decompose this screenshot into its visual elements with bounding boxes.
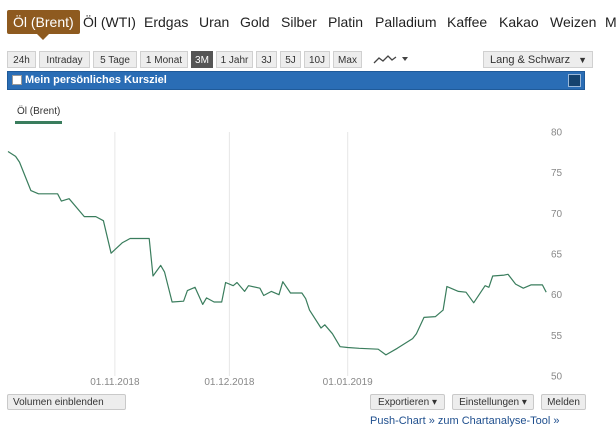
exchange-select[interactable]: Lang & Schwarz ▼ <box>483 51 593 68</box>
range-10j-button[interactable]: 10J <box>304 51 330 68</box>
export-button[interactable]: Exportieren ▾ <box>370 394 445 410</box>
y-tick-label: 60 <box>551 290 563 301</box>
y-tick-label: 70 <box>551 209 563 220</box>
range-24h-button[interactable]: 24h <box>7 51 36 68</box>
legend-line-swatch <box>15 121 62 124</box>
range-5-tage-button[interactable]: 5 Tage <box>93 51 137 68</box>
tab-kaffee[interactable]: Kaffee <box>447 14 488 30</box>
series-line-brent <box>7 150 547 356</box>
line-chart-icon <box>373 55 408 64</box>
tab-oel-wti[interactable]: Öl (WTI) <box>83 14 136 30</box>
price-target-title: Mein persönliches Kursziel <box>25 74 167 86</box>
legend-label: Öl (Brent) <box>17 106 61 117</box>
x-tick-label: 01.11.2018 <box>90 377 140 388</box>
x-tick-label: 01.01.2019 <box>323 377 373 388</box>
price-target-checkbox[interactable] <box>12 75 22 85</box>
tab-gold[interactable]: Gold <box>240 14 270 30</box>
tab-uran[interactable]: Uran <box>199 14 230 30</box>
range-1-monat-button[interactable]: 1 Monat <box>140 51 188 68</box>
settings-button[interactable]: Einstellungen ▾ <box>452 394 534 410</box>
chevron-down-icon: ▼ <box>578 55 587 65</box>
range-max-button[interactable]: Max <box>333 51 362 68</box>
y-tick-label: 75 <box>551 168 563 179</box>
x-tick-label: 01.12.2018 <box>204 377 254 388</box>
range-intraday-button[interactable]: Intraday <box>39 51 90 68</box>
range-1-jahr-button[interactable]: 1 Jahr <box>216 51 253 68</box>
tab-platin[interactable]: Platin <box>328 14 364 30</box>
y-tick-label: 80 <box>551 128 563 139</box>
chart-type-selector[interactable] <box>371 51 413 68</box>
range-5j-button[interactable]: 5J <box>280 51 301 68</box>
price-target-icon[interactable] <box>568 74 581 87</box>
tab-weizen[interactable]: Weizen <box>550 14 597 30</box>
tab-oel-brent[interactable]: Öl (Brent) <box>7 10 80 40</box>
range-3m-button[interactable]: 3M <box>191 51 213 68</box>
y-tick-label: 50 <box>551 372 563 383</box>
push-chart-link[interactable]: Push-Chart » zum Chartanalyse-Tool » <box>370 415 560 427</box>
range-3j-button[interactable]: 3J <box>256 51 277 68</box>
tab-more[interactable]: M <box>605 14 616 30</box>
tab-kakao[interactable]: Kakao <box>499 14 539 30</box>
tab-palladium[interactable]: Palladium <box>375 14 437 30</box>
volume-toggle-button[interactable]: Volumen einblenden <box>7 394 126 410</box>
y-tick-label: 65 <box>551 250 563 261</box>
price-chart: 50 55 60 65 70 75 80 01.11.2018 01.12.2018 01.01… <box>7 128 563 388</box>
exchange-select-label: Lang & Schwarz <box>490 54 571 66</box>
price-target-banner: Mein persönliches Kursziel <box>7 71 585 90</box>
tab-silber[interactable]: Silber <box>281 14 317 30</box>
y-tick-label: 55 <box>551 331 563 342</box>
report-button[interactable]: Melden <box>541 394 586 410</box>
commodity-tabs: Öl (Brent) Öl (WTI) Erdgas Uran Gold Sil… <box>0 0 616 44</box>
tab-erdgas[interactable]: Erdgas <box>144 14 189 30</box>
